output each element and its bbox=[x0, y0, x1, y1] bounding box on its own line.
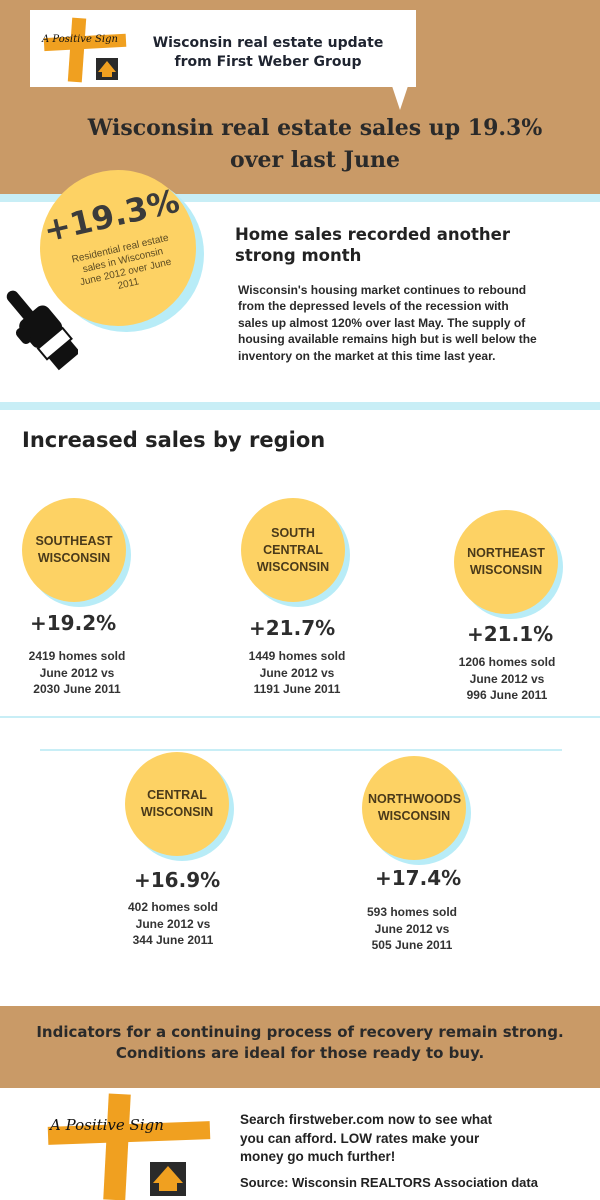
region-detail-northwoods: 593 homes sold June 2012 vs 505 June 201… bbox=[347, 904, 477, 954]
detail-line: 1449 homes sold bbox=[248, 649, 346, 663]
detail-line: June 2012 vs bbox=[259, 665, 335, 680]
cta-line-1: Search firstweber.com now to see what bbox=[240, 1112, 493, 1127]
region-name-line: WISCONSIN bbox=[256, 559, 330, 574]
region-name: NORTHWOODS WISCONSIN bbox=[368, 791, 462, 825]
region-badge-southeast: SOUTHEAST WISCONSIN bbox=[22, 498, 131, 607]
region-name-line: SOUTH bbox=[271, 525, 315, 540]
lead-title-line-2: strong month bbox=[235, 246, 362, 265]
region-badge-northwoods: NORTHWOODS WISCONSIN bbox=[362, 756, 471, 865]
detail-line: 593 homes sold bbox=[366, 905, 458, 919]
footer-logo-tagline: A Positive Sign bbox=[48, 1116, 164, 1134]
indicator-line-1: Indicators for a continuing process of r… bbox=[36, 1023, 564, 1041]
lead-paragraph: Wisconsin's housing market continues to … bbox=[238, 283, 537, 363]
section-divider bbox=[40, 749, 562, 751]
region-name: SOUTHEAST WISCONSIN bbox=[28, 533, 120, 567]
headline-line-1: Wisconsin real estate sales up 19.3% bbox=[87, 115, 543, 141]
region-badge-central: CENTRAL WISCONSIN bbox=[125, 752, 234, 861]
detail-line: 1191 June 2011 bbox=[253, 682, 341, 696]
region-name-line: WISCONSIN bbox=[377, 809, 451, 823]
region-name: SOUTH CENTRAL WISCONSIN bbox=[247, 525, 339, 576]
section-divider bbox=[0, 716, 600, 718]
pointing-hand-icon bbox=[6, 290, 78, 371]
headline-line-2: over last June bbox=[230, 147, 400, 173]
region-detail-central: 402 homes sold June 2012 vs 344 June 201… bbox=[108, 899, 238, 949]
detail-line: 344 June 2011 bbox=[132, 933, 214, 947]
region-name-line: NORTHEAST bbox=[467, 546, 545, 560]
region-name-line: CENTRAL bbox=[147, 788, 207, 802]
region-pct-central: +16.9% bbox=[134, 868, 221, 892]
footer-call-to-action: Search firstweber.com now to see what yo… bbox=[240, 1111, 570, 1167]
cta-line-2: you can afford. LOW rates make your bbox=[240, 1130, 480, 1146]
bubble-line-1: Wisconsin real estate update bbox=[152, 35, 384, 51]
detail-line: 2419 homes sold bbox=[28, 649, 126, 663]
detail-line: June 2012 vs bbox=[469, 671, 545, 686]
speech-bubble: A Positive Sign Wisconsin real estate up… bbox=[30, 10, 416, 87]
header-banner: A Positive Sign Wisconsin real estate up… bbox=[0, 0, 600, 194]
lead-title: Home sales recorded another strong month bbox=[235, 224, 575, 266]
regions-heading: Increased sales by region bbox=[22, 428, 326, 452]
footer-source: Source: Wisconsin REALTORS Association d… bbox=[240, 1175, 538, 1190]
region-name-line: WISCONSIN bbox=[140, 805, 214, 819]
cta-line-3: money go much further! bbox=[240, 1149, 396, 1164]
indicator-text: Indicators for a continuing process of r… bbox=[10, 1022, 590, 1064]
section-divider bbox=[0, 402, 600, 410]
detail-line: June 2012 vs bbox=[135, 916, 211, 931]
region-name-line: CENTRAL bbox=[263, 542, 323, 557]
page-headline: Wisconsin real estate sales up 19.3% ove… bbox=[40, 112, 590, 176]
logo-tagline: A Positive Sign bbox=[41, 34, 118, 45]
indicator-banner: Indicators for a continuing process of r… bbox=[0, 1006, 600, 1088]
region-pct-northeast: +21.1% bbox=[467, 622, 554, 646]
detail-line: 505 June 2011 bbox=[371, 938, 453, 952]
indicator-line-2: Conditions are ideal for those ready to … bbox=[115, 1044, 485, 1062]
region-name-line: NORTHWOODS bbox=[368, 792, 462, 806]
region-detail-southeast: 2419 homes sold June 2012 vs 2030 June 2… bbox=[12, 648, 142, 698]
region-badge-northeast: NORTHEAST WISCONSIN bbox=[454, 510, 563, 619]
region-name: NORTHEAST WISCONSIN bbox=[460, 545, 552, 579]
region-detail-south-central: 1449 homes sold June 2012 vs 1191 June 2… bbox=[232, 648, 362, 698]
region-name: CENTRAL WISCONSIN bbox=[131, 787, 223, 821]
section-divider bbox=[0, 194, 600, 202]
region-name-line: WISCONSIN bbox=[37, 551, 111, 565]
detail-line: 1206 homes sold bbox=[458, 655, 556, 669]
big-stat-circle: +19.3% Residential real estate sales in … bbox=[40, 170, 196, 326]
detail-line: 2030 June 2011 bbox=[33, 682, 121, 696]
region-pct-south-central: +21.7% bbox=[249, 616, 336, 640]
region-detail-northeast: 1206 homes sold June 2012 vs 996 June 20… bbox=[442, 654, 572, 704]
region-pct-northwoods: +17.4% bbox=[375, 866, 462, 890]
detail-line: 402 homes sold bbox=[127, 900, 219, 914]
region-badge-south-central: SOUTH CENTRAL WISCONSIN bbox=[241, 498, 350, 607]
detail-line: June 2012 vs bbox=[374, 921, 450, 936]
bubble-line-2: from First Weber Group bbox=[174, 54, 362, 70]
detail-line: 996 June 2011 bbox=[466, 688, 548, 702]
detail-line: June 2012 vs bbox=[39, 665, 115, 680]
region-pct-southeast: +19.2% bbox=[30, 611, 117, 635]
update-banner-text: Wisconsin real estate update from First … bbox=[134, 34, 402, 72]
region-name-line: WISCONSIN bbox=[469, 563, 543, 577]
positive-sign-logo: A Positive Sign bbox=[41, 17, 127, 83]
lead-title-line-1: Home sales recorded another bbox=[235, 225, 510, 244]
positive-sign-logo: A Positive Sign bbox=[47, 1093, 211, 1200]
speech-bubble-tail bbox=[392, 86, 408, 110]
region-name-line: SOUTHEAST bbox=[35, 534, 113, 548]
